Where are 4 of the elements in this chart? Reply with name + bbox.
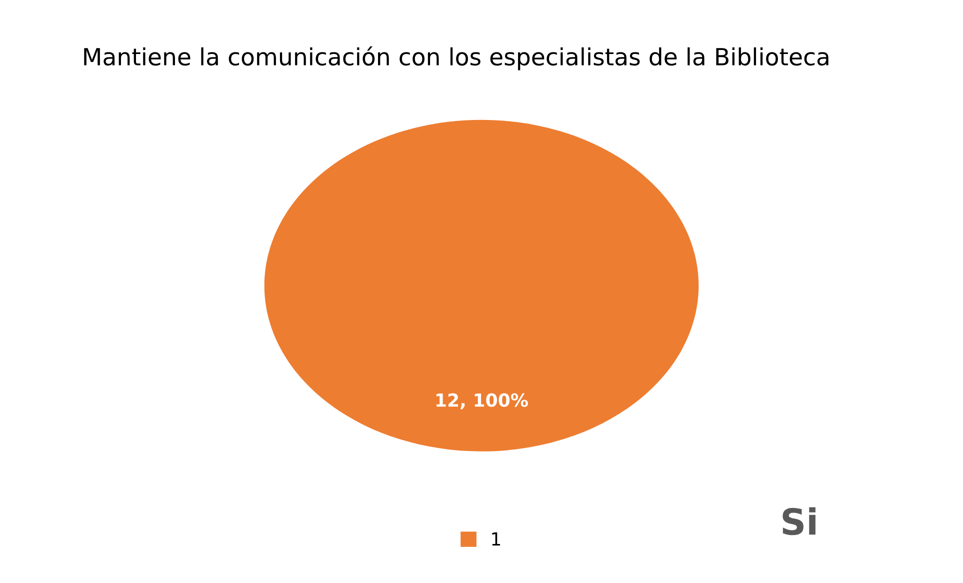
text: Si <box>782 507 816 536</box>
legend-label: 1 <box>492 532 500 546</box>
chart-title: Mantiene la comunicación con los especialistas de la Biblioteca <box>84 46 828 70</box>
data-label: 12, 100% <box>436 393 528 410</box>
